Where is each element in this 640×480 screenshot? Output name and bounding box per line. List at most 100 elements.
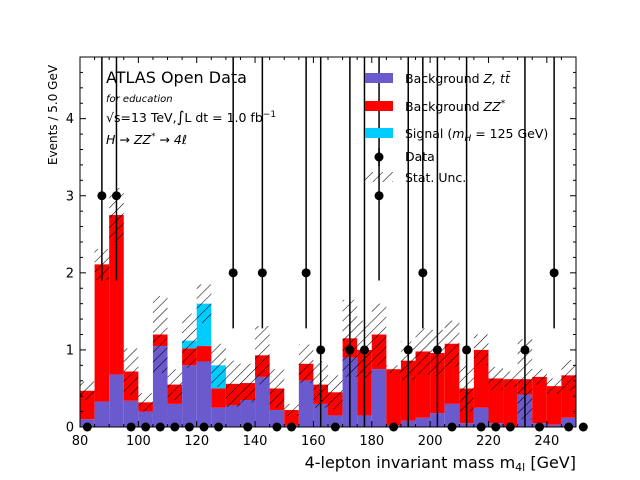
energy-lumi: √s=13 TeV,∫L dt = 1.0 fb−1 [106, 108, 276, 126]
stat-unc-245 [561, 359, 576, 391]
y-tick-label-3: 3 [66, 189, 74, 204]
x-tick-label-80: 80 [72, 434, 89, 449]
bar-bkg-zz-250 [576, 369, 591, 404]
bar-bkg-z-tt-130 [225, 405, 241, 427]
bar-bkg-zz-125 [211, 388, 226, 408]
data-point-22 [403, 345, 413, 355]
bar-bkg-zz-235 [532, 376, 547, 424]
stat-unc-155 [298, 344, 314, 384]
data-point-1 [97, 191, 107, 201]
bar-bkg-z-tt-110 [167, 403, 183, 427]
data-point-20 [374, 191, 384, 201]
x-axis: 80 100 120 140 160 180 200 220 240 [72, 57, 577, 449]
bar-bkg-z-tt-205 [444, 403, 460, 427]
data-point-30 [520, 345, 530, 355]
y-axis-label: Events / 5.0 GeV [46, 64, 60, 165]
stat-unc-220 [488, 366, 504, 390]
x-tick-label-180: 180 [359, 434, 384, 449]
stat-unc-110 [167, 369, 183, 401]
bar-bkg-z-tt-195 [415, 417, 431, 427]
y-tick-label-1: 1 [66, 343, 74, 358]
data-point-32 [549, 268, 559, 278]
stat-unc-135 [240, 363, 256, 403]
process-label: H → ZZ* → 4ℓ [106, 132, 187, 147]
education-note: for education [106, 94, 173, 105]
stat-unc-165 [328, 375, 343, 410]
legend-data-marker [374, 152, 384, 162]
legend-label-signal: Signal (mH = 125 GeV) [405, 126, 548, 144]
data-point-15 [301, 268, 311, 278]
stat-unc-195 [415, 328, 431, 375]
stat-unc-240 [546, 378, 562, 394]
stat-unc-80 [80, 381, 95, 401]
x-tick-label-100: 100 [126, 434, 151, 449]
bar-bkg-z-tt-135 [240, 400, 256, 427]
data-point-18 [345, 345, 355, 355]
legend-swatch-stat-unc [365, 172, 393, 182]
y-tick-label-2: 2 [66, 266, 74, 281]
legend-swatch-signal [365, 128, 393, 138]
stat-unc-225 [503, 371, 518, 387]
stat-unc-145 [269, 369, 285, 408]
stat-unc-185 [386, 365, 401, 374]
bar-bkg-z-tt-155 [298, 380, 314, 427]
bar-bkg-zz-225 [503, 379, 518, 427]
stat-unc-115 [182, 313, 197, 368]
legend-label-bkg-z-tt: Background Z, tt̄ [405, 71, 511, 86]
x-tick-label-160: 160 [301, 434, 326, 449]
legend: Background Z, tt̄ Background ZZ* Signal … [365, 71, 548, 185]
stat-unc-215 [473, 334, 489, 366]
legend-swatch-bkg-zz [365, 101, 393, 111]
bar-bkg-z-tt-100 [138, 411, 153, 427]
data-point-34 [578, 422, 588, 432]
data-point-19 [359, 345, 369, 355]
stat-unc-140 [255, 326, 270, 385]
y-tick-label-0: 0 [66, 421, 74, 436]
bar-bkg-z-tt-125 [211, 407, 226, 427]
stat-unc-105 [152, 295, 168, 374]
stat-unc-180 [371, 303, 387, 366]
bar-bkg-z-tt-95 [123, 400, 139, 427]
bar-bkg-zz-85 [94, 264, 110, 402]
bar-bkg-z-tt-145 [269, 410, 285, 427]
bar-bkg-z-tt-90 [109, 374, 124, 427]
stat-unc-235 [532, 369, 547, 385]
stat-unc-205 [444, 320, 460, 367]
stat-unc-bands [80, 188, 591, 420]
x-tick-label-220: 220 [476, 434, 501, 449]
y-tick-label-4: 4 [66, 112, 74, 127]
x-tick-label-120: 120 [184, 434, 209, 449]
stat-unc-120 [196, 284, 212, 323]
bar-bkg-zz-90 [109, 215, 124, 375]
bar-bkg-z-tt-140 [255, 376, 270, 427]
x-tick-label-240: 240 [534, 434, 559, 449]
stat-unc-100 [138, 393, 153, 412]
stat-unc-150 [284, 403, 299, 417]
legend-swatch-bkg-z-tt [365, 73, 393, 83]
legend-label-bkg-zz: Background ZZ* [405, 99, 506, 114]
atlas-brand: ATLAS Open Data [106, 68, 247, 87]
bar-bkg-z-tt-85 [94, 401, 110, 427]
bar-bkg-z-tt-120 [196, 361, 212, 427]
stat-unc-250 [576, 346, 591, 392]
bar-bkg-zz-185 [386, 369, 401, 426]
data-point-16 [316, 345, 326, 355]
bar-bkg-zz-240 [546, 386, 562, 425]
data-point-12 [257, 268, 267, 278]
stat-unc-125 [211, 343, 226, 387]
legend-label-stat-unc: Stat. Unc. [405, 170, 466, 185]
bar-bkg-zz-120 [196, 346, 212, 362]
bar-bkg-z-tt-180 [371, 369, 387, 427]
data-point-24 [432, 345, 442, 355]
y-axis: 0 1 2 3 4 [66, 56, 576, 436]
x-tick-label-140: 140 [243, 434, 268, 449]
data-point-10 [228, 268, 238, 278]
bar-bkg-z-tt-215 [473, 407, 489, 427]
data-point-2 [111, 191, 121, 201]
legend-label-data: Data [405, 149, 435, 164]
data-point-23 [418, 268, 428, 278]
stat-unc-95 [123, 348, 139, 395]
bar-bkg-z-tt-245 [561, 417, 576, 427]
stat-unc-130 [225, 360, 241, 407]
